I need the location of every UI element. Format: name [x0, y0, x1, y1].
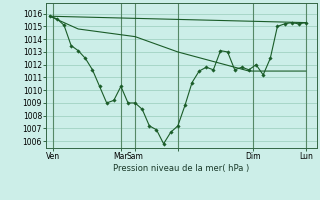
- X-axis label: Pression niveau de la mer( hPa ): Pression niveau de la mer( hPa ): [113, 164, 250, 173]
